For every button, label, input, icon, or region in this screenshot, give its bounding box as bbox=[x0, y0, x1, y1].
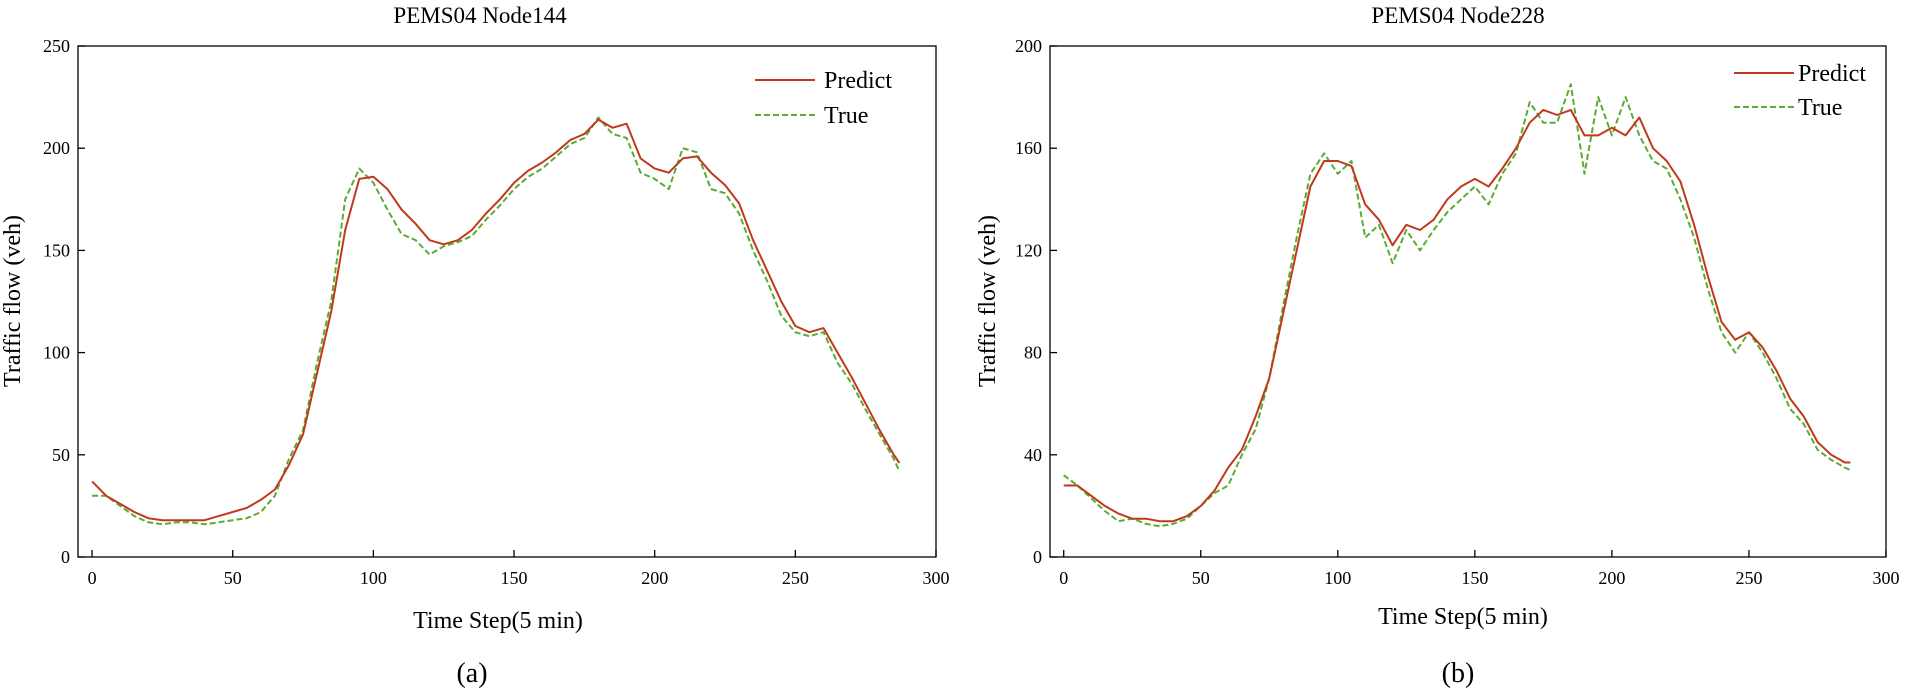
x-tick-label: 250 bbox=[782, 568, 809, 588]
y-axis-ticks: 0 50 100 150 200 250 bbox=[43, 36, 85, 567]
legend-true-label: True bbox=[824, 103, 868, 129]
y-tick-label: 160 bbox=[1015, 138, 1042, 158]
series-layer bbox=[1063, 83, 1851, 528]
x-tick-label: 0 bbox=[1059, 568, 1068, 588]
series-line-true bbox=[1063, 83, 1851, 528]
x-tick-label: 0 bbox=[88, 568, 97, 588]
plot-frame bbox=[77, 45, 937, 558]
x-axis-ticks: 0 50 100 150 200 250 300 bbox=[1059, 550, 1900, 588]
y-tick-label: 200 bbox=[1015, 36, 1042, 56]
y-tick-label: 120 bbox=[1015, 240, 1042, 260]
y-tick-label: 150 bbox=[43, 240, 70, 260]
y-axis-ticks: 0 40 80 120 160 200 bbox=[1015, 36, 1057, 567]
y-tick-label: 0 bbox=[61, 547, 70, 567]
series-line-predict bbox=[1063, 108, 1851, 523]
chart-title: PEMS04 Node228 bbox=[1371, 3, 1544, 28]
legend-predict-label: Predict bbox=[824, 68, 892, 94]
x-axis-label: Time Step(5 min) bbox=[413, 608, 583, 634]
y-tick-label: 40 bbox=[1024, 445, 1042, 465]
x-tick-label: 100 bbox=[360, 568, 387, 588]
legend: Predict True bbox=[755, 68, 892, 129]
series-line-predict bbox=[91, 118, 901, 522]
x-tick-label: 150 bbox=[1461, 568, 1488, 588]
legend-true-label: True bbox=[1798, 95, 1842, 121]
chart-panel-a: PEMS04 Node144 0 50 100 150 200 250 0 50 100 150… bbox=[0, 3, 950, 689]
series-line-true bbox=[92, 116, 901, 526]
plot-frame bbox=[1049, 45, 1887, 558]
y-tick-label: 200 bbox=[43, 138, 70, 158]
x-axis-label: Time Step(5 min) bbox=[1378, 604, 1548, 630]
legend-predict-label: Predict bbox=[1798, 61, 1866, 87]
chart-panel-b: PEMS04 Node228 0 40 80 120 160 200 0 50 100 150 2… bbox=[975, 3, 1900, 689]
x-tick-label: 300 bbox=[923, 568, 950, 588]
chart-title: PEMS04 Node144 bbox=[393, 3, 567, 28]
y-tick-label: 0 bbox=[1033, 547, 1042, 567]
x-tick-label: 250 bbox=[1735, 568, 1762, 588]
x-tick-label: 50 bbox=[1192, 568, 1210, 588]
x-tick-label: 200 bbox=[641, 568, 668, 588]
panel-caption: (a) bbox=[456, 658, 487, 689]
y-axis-label: Traffic flow (veh) bbox=[975, 215, 1001, 387]
y-axis-label: Traffic flow (veh) bbox=[0, 215, 26, 387]
legend: Predict True bbox=[1734, 61, 1866, 121]
y-tick-label: 250 bbox=[43, 36, 70, 56]
x-axis-ticks: 0 50 100 150 200 250 300 bbox=[88, 550, 950, 588]
y-tick-label: 80 bbox=[1024, 343, 1042, 363]
x-tick-label: 150 bbox=[501, 568, 528, 588]
x-tick-label: 50 bbox=[224, 568, 242, 588]
x-tick-label: 100 bbox=[1324, 568, 1351, 588]
x-tick-label: 300 bbox=[1873, 568, 1900, 588]
series-layer bbox=[91, 116, 901, 526]
y-tick-label: 100 bbox=[43, 343, 70, 363]
panel-caption: (b) bbox=[1442, 658, 1475, 689]
y-tick-label: 50 bbox=[52, 445, 70, 465]
x-tick-label: 200 bbox=[1598, 568, 1625, 588]
